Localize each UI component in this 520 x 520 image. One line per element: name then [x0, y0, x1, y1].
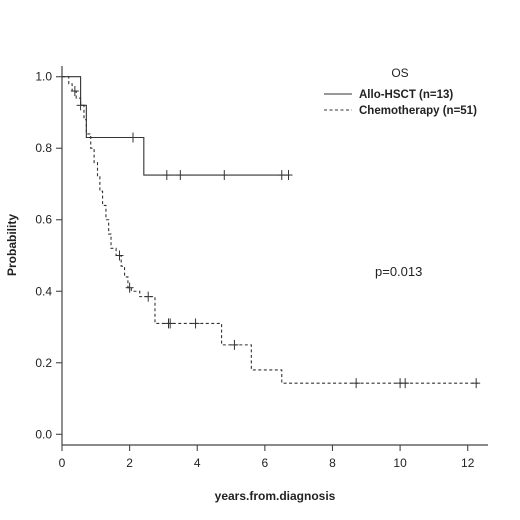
series-line-allo-hsct: [62, 76, 289, 176]
y-tick-label: 0.6: [35, 213, 52, 227]
series-line-chemotherapy: [62, 76, 478, 384]
legend-label-allo: Allo-HSCT (n=13): [359, 89, 453, 101]
y-axis-ticks: 0.0 0.2 0.4 0.6 0.8 1.0: [35, 70, 62, 441]
y-tick-label: 0.0: [35, 427, 52, 441]
legend-label-chemo: Chemotherapy (n=51): [359, 105, 477, 117]
x-tick-label: 8: [329, 456, 336, 470]
p-value-annotation: p=0.013: [375, 264, 422, 279]
x-axis-title: years.from.diagnosis: [215, 489, 336, 503]
y-axis-title: Probability: [5, 214, 19, 276]
x-tick-label: 12: [461, 456, 475, 470]
x-tick-label: 10: [393, 456, 407, 470]
legend: OS Allo-HSCT (n=13) Chemotherapy (n=51): [324, 66, 477, 117]
x-tick-label: 6: [262, 456, 269, 470]
y-tick-label: 1.0: [35, 70, 52, 84]
x-axis-ticks: 0 2 4 6 8 10 12: [59, 445, 475, 470]
y-tick-label: 0.8: [35, 141, 52, 155]
x-tick-label: 2: [126, 456, 133, 470]
y-tick-label: 0.2: [35, 356, 52, 370]
censor-marks: [70, 86, 481, 389]
x-tick-label: 4: [194, 456, 201, 470]
series-layer: [62, 76, 478, 384]
legend-title: OS: [391, 66, 408, 80]
y-tick-label: 0.4: [35, 284, 52, 298]
x-tick-label: 0: [59, 456, 66, 470]
plot-frame: [61, 66, 488, 446]
